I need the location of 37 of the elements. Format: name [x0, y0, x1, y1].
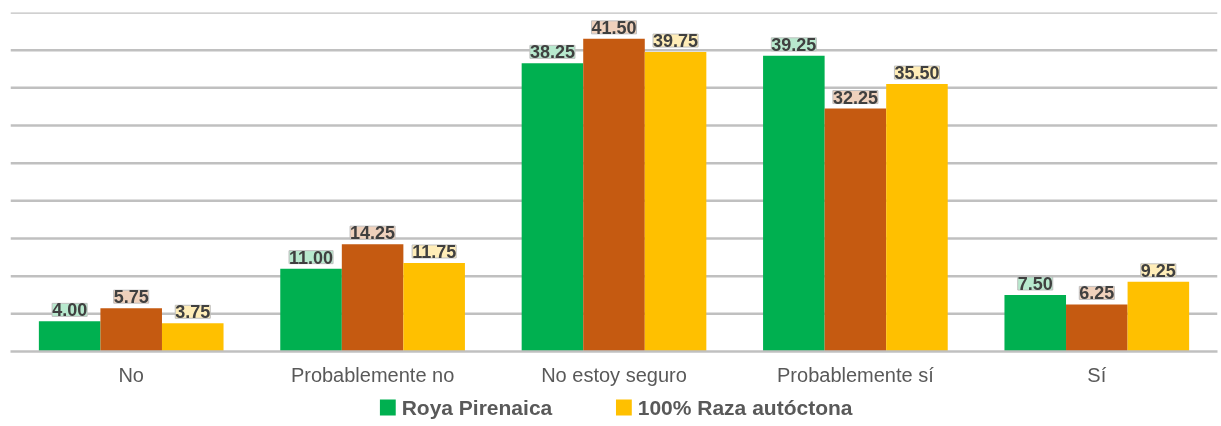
- data-label: 9.25: [1140, 260, 1176, 281]
- data-label: 39.75: [653, 31, 699, 52]
- x-tick-label: Sí: [1087, 363, 1107, 386]
- data-label: 6.25: [1079, 283, 1115, 304]
- bar: [1066, 304, 1128, 352]
- x-tick-label: No estoy seguro: [541, 363, 687, 386]
- bar: [161, 323, 224, 352]
- legend-label: 100% Raza autóctona: [637, 396, 853, 419]
- data-label: 11.00: [289, 247, 334, 268]
- bar: [824, 108, 887, 352]
- data-label: 41.50: [591, 17, 637, 38]
- x-tick-label: No: [118, 363, 144, 386]
- data-label: 11.75: [412, 241, 457, 262]
- bar: [583, 38, 645, 352]
- data-label: 4.00: [52, 300, 88, 321]
- data-label: 7.50: [1017, 274, 1053, 294]
- data-label: 35.50: [894, 63, 940, 84]
- bar: [100, 308, 162, 352]
- bar: [886, 84, 948, 352]
- bar: [1004, 295, 1067, 352]
- bar: [280, 268, 342, 352]
- data-label: 14.25: [350, 223, 396, 244]
- x-tick-label: Probablemente no: [290, 363, 455, 386]
- bar: [403, 262, 465, 352]
- data-label: 32.25: [832, 87, 878, 108]
- data-label: 38.25: [529, 42, 575, 63]
- bar: [341, 244, 404, 352]
- bar: [521, 63, 584, 352]
- data-label: 3.75: [175, 302, 211, 323]
- bar: [1127, 281, 1190, 352]
- bar: [644, 52, 707, 352]
- data-label: 39.25: [771, 34, 817, 55]
- data-label: 5.75: [113, 287, 149, 308]
- legend-label: Roya Pirenaica: [401, 396, 553, 419]
- bar: [38, 321, 101, 352]
- x-tick-label: Probablemente sí: [777, 363, 935, 386]
- bar: [763, 55, 825, 352]
